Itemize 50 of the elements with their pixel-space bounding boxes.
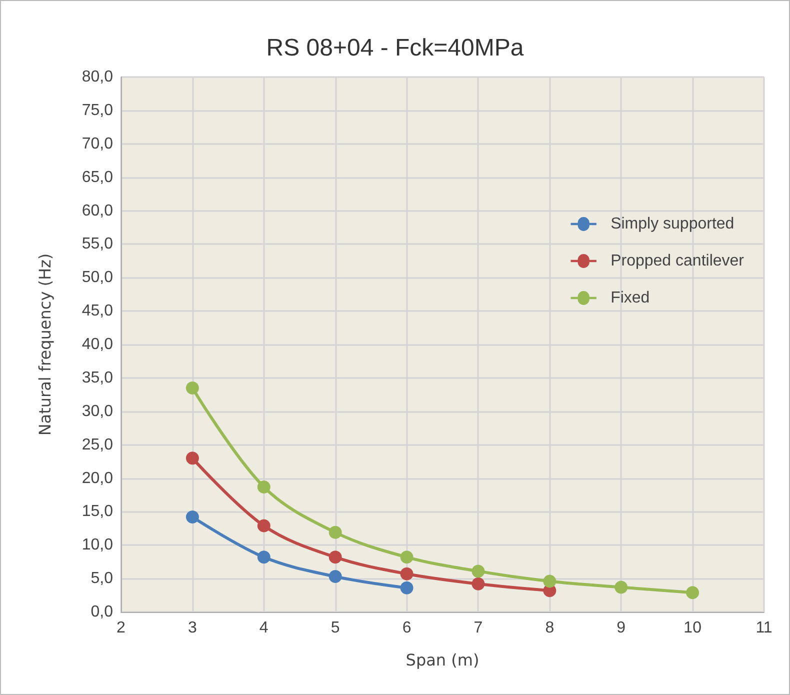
point xyxy=(472,564,485,578)
point xyxy=(472,577,485,590)
chart-title: RS 08+04 - Fck=40MPa xyxy=(266,34,524,62)
y-tick-label: 70,0 xyxy=(82,135,114,152)
point xyxy=(257,480,270,494)
x-axis-title: Span (m) xyxy=(406,650,480,670)
point xyxy=(186,381,199,394)
y-tick-label: 40,0 xyxy=(82,336,114,353)
point xyxy=(257,550,270,564)
y-tick-label: 0,0 xyxy=(90,604,114,620)
point xyxy=(186,510,199,524)
point xyxy=(257,519,270,532)
legend-label: Fixed xyxy=(610,290,650,306)
y-tick-label: 50,0 xyxy=(82,269,114,286)
point xyxy=(400,550,414,564)
x-tick-label: 10 xyxy=(684,620,702,636)
y-tick-label: 60,0 xyxy=(82,202,114,220)
y-tick-label: 35,0 xyxy=(82,369,114,386)
y-tick-label: 10,0 xyxy=(82,536,114,554)
point xyxy=(686,586,700,600)
point xyxy=(543,574,556,588)
x-tick-label: 3 xyxy=(188,620,197,636)
y-tick-label: 5,0 xyxy=(90,570,114,588)
x-tick-label: 7 xyxy=(474,620,483,636)
x-tick-label: 11 xyxy=(756,620,772,636)
point xyxy=(328,570,342,584)
x-tick-label: 6 xyxy=(402,620,412,636)
y-tick-label: 80,0 xyxy=(82,68,114,86)
x-tick-label: 9 xyxy=(616,620,626,636)
y-tick-label: 75,0 xyxy=(82,102,114,119)
y-tick-label: 30,0 xyxy=(82,402,114,420)
point xyxy=(614,580,628,594)
point xyxy=(400,581,414,594)
y-tick-label: 15,0 xyxy=(82,503,114,520)
point xyxy=(400,567,414,580)
y-tick-label: 25,0 xyxy=(82,436,114,454)
point xyxy=(328,550,342,564)
x-tick-label: 4 xyxy=(259,620,268,636)
y-tick-label: 65,0 xyxy=(82,168,114,186)
y-tick-label: 20,0 xyxy=(82,470,114,487)
x-tick-label: 2 xyxy=(116,620,126,636)
x-tick-label: 8 xyxy=(545,620,554,636)
y-tick-label: 45,0 xyxy=(82,302,114,320)
legend-label: Propped cantilever xyxy=(610,252,745,270)
x-tick-label: 5 xyxy=(330,620,340,636)
legend-label: Simply supported xyxy=(610,216,734,232)
point xyxy=(328,526,342,539)
y-tick-label: 55,0 xyxy=(82,236,114,253)
point xyxy=(186,452,199,465)
y-axis-title: Natural frequency (Hz) xyxy=(36,253,54,436)
